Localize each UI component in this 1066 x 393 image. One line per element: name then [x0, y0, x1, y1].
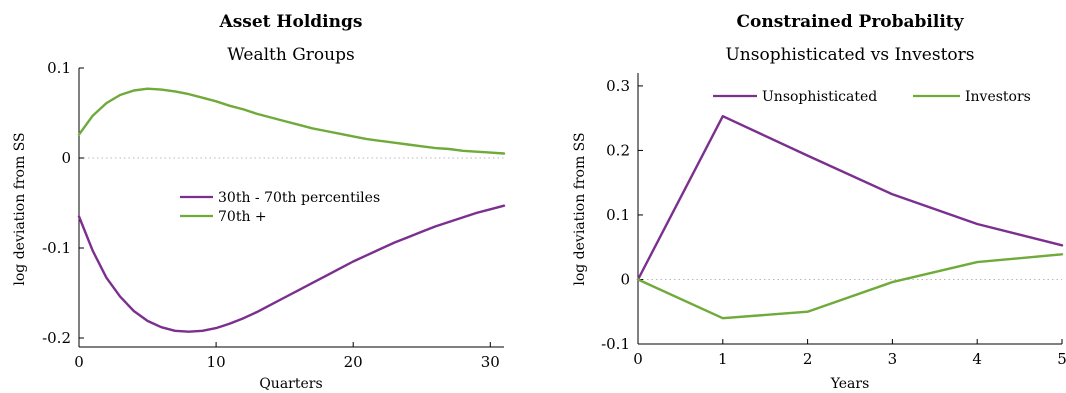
- x-tick-label: 10: [207, 353, 226, 371]
- y-tick-label: -0.2: [42, 329, 71, 347]
- x-tick-label: 1: [718, 350, 728, 368]
- y-tick-label: 0.2: [606, 141, 630, 159]
- right-chart-title: Constrained Probability: [736, 12, 964, 32]
- x-tick-label: 0: [633, 350, 643, 368]
- x-tick-label: 0: [74, 353, 84, 371]
- left-legend: 30th - 70th percentiles 70th +: [180, 190, 380, 225]
- right-plot-area: [636, 114, 1064, 320]
- right-chart-subtitle: Unsophisticated vs Investors: [725, 45, 974, 65]
- y-tick-label: 0.3: [606, 77, 630, 95]
- y-tick-label: -0.1: [601, 335, 630, 353]
- left-chart-panel: Asset Holdings Wealth Groups Quarters lo…: [12, 12, 506, 392]
- right-legend: Unsophisticated Investors: [713, 89, 1031, 105]
- right-x-axis-label: Years: [830, 376, 870, 392]
- left-chart-subtitle: Wealth Groups: [227, 45, 354, 65]
- series-line-unsophisticated: [636, 114, 1064, 281]
- legend-label-70th-plus: 70th +: [218, 209, 267, 225]
- right-axes: 0 1 2 3 4 50.30.20.10-0.1: [601, 73, 1066, 368]
- right-y-axis-label: log deviation from SS: [572, 132, 588, 285]
- left-chart-title: Asset Holdings: [219, 12, 363, 32]
- y-tick-label: -0.1: [42, 239, 71, 257]
- right-chart-panel: Constrained Probability Unsophisticated …: [572, 12, 1066, 392]
- legend-label-investors: Investors: [965, 89, 1031, 105]
- x-tick-label: 3: [888, 350, 898, 368]
- left-plot-area: [77, 87, 506, 333]
- y-tick-label: 0: [620, 270, 630, 288]
- y-tick-label: 0.1: [606, 206, 630, 224]
- legend-label-unsophisticated: Unsophisticated: [762, 89, 877, 105]
- x-tick-label: 2: [803, 350, 813, 368]
- legend-label-30th-70th-percentiles: 30th - 70th percentiles: [218, 190, 380, 206]
- x-tick-label: 30: [481, 353, 500, 371]
- x-tick-label: 4: [972, 350, 982, 368]
- series-line-70th: [77, 87, 506, 155]
- left-x-axis-label: Quarters: [259, 376, 322, 392]
- y-tick-label: 0: [61, 149, 71, 167]
- series-line-investors: [636, 253, 1064, 320]
- left-y-axis-label: log deviation from SS: [12, 132, 28, 285]
- left-axes: 0 10 20 30 0.1 0 -0.1 -0.2: [42, 59, 504, 371]
- y-tick-label: 0.1: [47, 59, 71, 77]
- x-tick-label: 20: [344, 353, 363, 371]
- series-line-30th-70th-percentiles: [77, 204, 506, 333]
- x-tick-label: 5: [1057, 350, 1066, 368]
